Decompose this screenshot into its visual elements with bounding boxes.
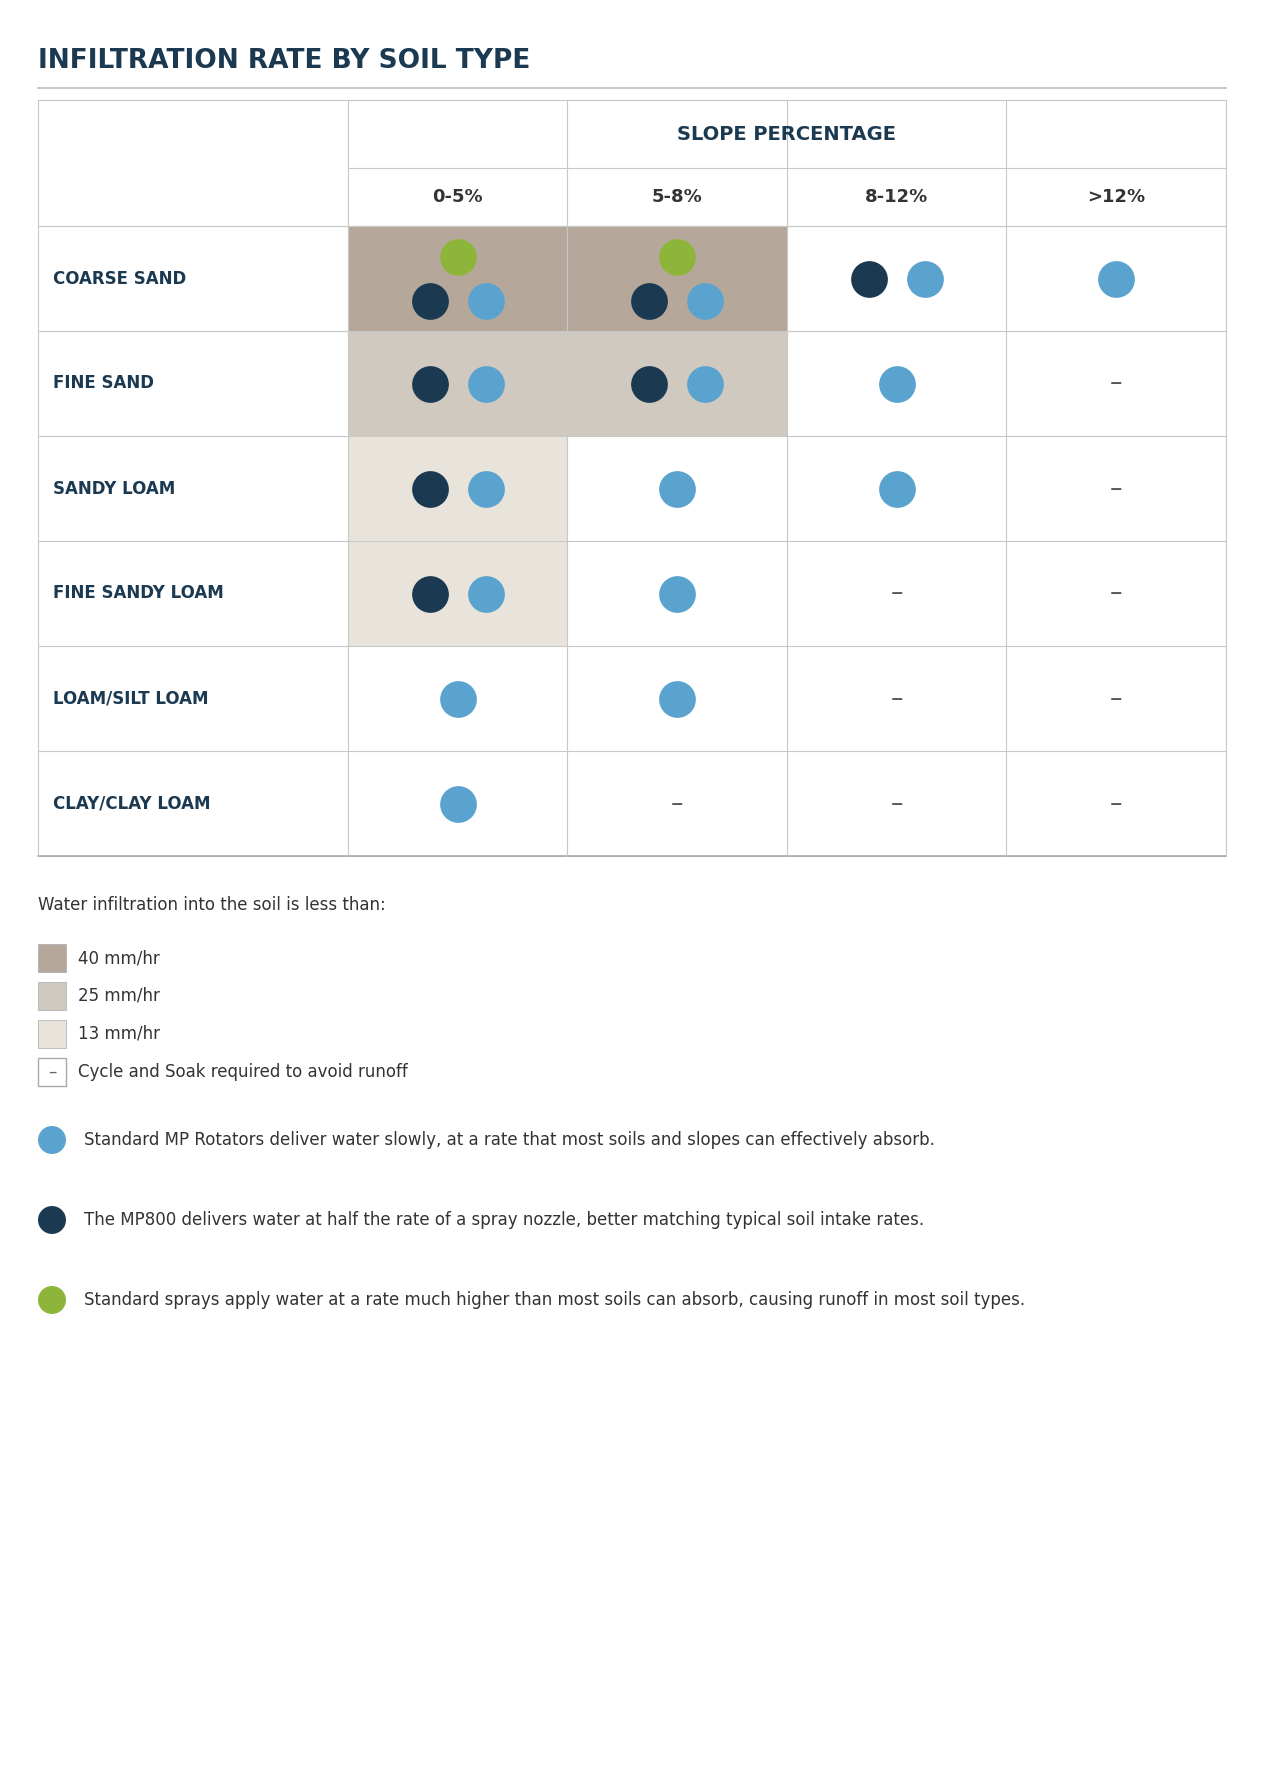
Point xyxy=(475,474,495,503)
FancyBboxPatch shape xyxy=(38,982,66,1011)
FancyBboxPatch shape xyxy=(348,435,568,542)
FancyBboxPatch shape xyxy=(348,750,568,857)
Text: Water infiltration into the soil is less than:: Water infiltration into the soil is less… xyxy=(38,896,386,913)
Point xyxy=(640,287,660,315)
Text: –: – xyxy=(671,791,684,816)
Point xyxy=(695,287,715,315)
Point xyxy=(447,685,468,713)
FancyBboxPatch shape xyxy=(38,331,348,435)
FancyBboxPatch shape xyxy=(568,331,787,435)
Text: –: – xyxy=(1110,476,1122,501)
FancyBboxPatch shape xyxy=(787,542,1006,646)
FancyBboxPatch shape xyxy=(348,99,1226,168)
FancyBboxPatch shape xyxy=(348,227,568,331)
FancyBboxPatch shape xyxy=(38,99,1226,857)
Text: SANDY LOAM: SANDY LOAM xyxy=(53,480,176,497)
Point xyxy=(420,579,440,607)
Text: FINE SAND: FINE SAND xyxy=(53,375,154,393)
Point xyxy=(1106,264,1126,292)
FancyBboxPatch shape xyxy=(787,646,1006,750)
FancyBboxPatch shape xyxy=(38,435,348,542)
FancyBboxPatch shape xyxy=(1006,646,1226,750)
Text: –: – xyxy=(891,687,902,710)
Text: –: – xyxy=(891,791,902,816)
FancyBboxPatch shape xyxy=(568,646,787,750)
Circle shape xyxy=(38,1205,66,1234)
FancyBboxPatch shape xyxy=(568,227,787,331)
FancyBboxPatch shape xyxy=(348,331,568,435)
Text: 13 mm/hr: 13 mm/hr xyxy=(78,1025,161,1043)
Point xyxy=(695,370,715,398)
Text: The MP800 delivers water at half the rate of a spray nozzle, better matching typ: The MP800 delivers water at half the rat… xyxy=(83,1211,924,1228)
Text: –: – xyxy=(891,582,902,605)
FancyBboxPatch shape xyxy=(38,750,348,857)
Text: COARSE SAND: COARSE SAND xyxy=(53,269,186,287)
Point xyxy=(858,264,878,292)
Point xyxy=(915,264,935,292)
Point xyxy=(640,370,660,398)
FancyBboxPatch shape xyxy=(38,943,66,972)
Text: 8-12%: 8-12% xyxy=(865,188,928,205)
Text: CLAY/CLAY LOAM: CLAY/CLAY LOAM xyxy=(53,795,211,812)
Text: 0-5%: 0-5% xyxy=(432,188,483,205)
Point xyxy=(886,370,906,398)
Point xyxy=(475,579,495,607)
Point xyxy=(667,685,688,713)
Point xyxy=(475,287,495,315)
FancyBboxPatch shape xyxy=(787,331,1006,435)
Point xyxy=(667,474,688,503)
Text: SLOPE PERCENTAGE: SLOPE PERCENTAGE xyxy=(678,124,896,143)
Point xyxy=(667,579,688,607)
FancyBboxPatch shape xyxy=(1006,542,1226,646)
FancyBboxPatch shape xyxy=(38,542,348,646)
Text: Standard MP Rotators deliver water slowly, at a rate that most soils and slopes : Standard MP Rotators deliver water slowl… xyxy=(83,1131,935,1149)
Text: FINE SANDY LOAM: FINE SANDY LOAM xyxy=(53,584,224,602)
FancyBboxPatch shape xyxy=(568,435,787,542)
FancyBboxPatch shape xyxy=(38,168,1226,227)
FancyBboxPatch shape xyxy=(1006,227,1226,331)
Circle shape xyxy=(38,1287,66,1313)
Text: >12%: >12% xyxy=(1087,188,1145,205)
Text: 25 mm/hr: 25 mm/hr xyxy=(78,988,159,1005)
FancyBboxPatch shape xyxy=(348,646,568,750)
FancyBboxPatch shape xyxy=(38,1020,66,1048)
Point xyxy=(886,474,906,503)
FancyBboxPatch shape xyxy=(38,646,348,750)
Text: –: – xyxy=(1110,687,1122,710)
Text: Standard sprays apply water at a rate much higher than most soils can absorb, ca: Standard sprays apply water at a rate mu… xyxy=(83,1290,1025,1310)
Circle shape xyxy=(38,1126,66,1154)
Point xyxy=(420,287,440,315)
FancyBboxPatch shape xyxy=(1006,750,1226,857)
FancyBboxPatch shape xyxy=(38,1058,66,1087)
Point xyxy=(447,789,468,818)
Point xyxy=(447,242,468,271)
Point xyxy=(420,474,440,503)
FancyBboxPatch shape xyxy=(568,750,787,857)
Text: INFILTRATION RATE BY SOIL TYPE: INFILTRATION RATE BY SOIL TYPE xyxy=(38,48,531,74)
FancyBboxPatch shape xyxy=(787,435,1006,542)
Text: Cycle and Soak required to avoid runoff: Cycle and Soak required to avoid runoff xyxy=(78,1064,408,1081)
FancyBboxPatch shape xyxy=(1006,331,1226,435)
FancyBboxPatch shape xyxy=(38,227,348,331)
Text: 40 mm/hr: 40 mm/hr xyxy=(78,949,159,966)
FancyBboxPatch shape xyxy=(787,227,1006,331)
FancyBboxPatch shape xyxy=(568,542,787,646)
Point xyxy=(667,242,688,271)
Text: 5-8%: 5-8% xyxy=(652,188,703,205)
FancyBboxPatch shape xyxy=(348,542,568,646)
Text: –: – xyxy=(1110,791,1122,816)
Text: –: – xyxy=(1110,372,1122,395)
Point xyxy=(420,370,440,398)
Text: –: – xyxy=(48,1064,56,1081)
FancyBboxPatch shape xyxy=(787,750,1006,857)
Point xyxy=(475,370,495,398)
Text: LOAM/SILT LOAM: LOAM/SILT LOAM xyxy=(53,690,209,708)
Text: –: – xyxy=(1110,582,1122,605)
FancyBboxPatch shape xyxy=(1006,435,1226,542)
